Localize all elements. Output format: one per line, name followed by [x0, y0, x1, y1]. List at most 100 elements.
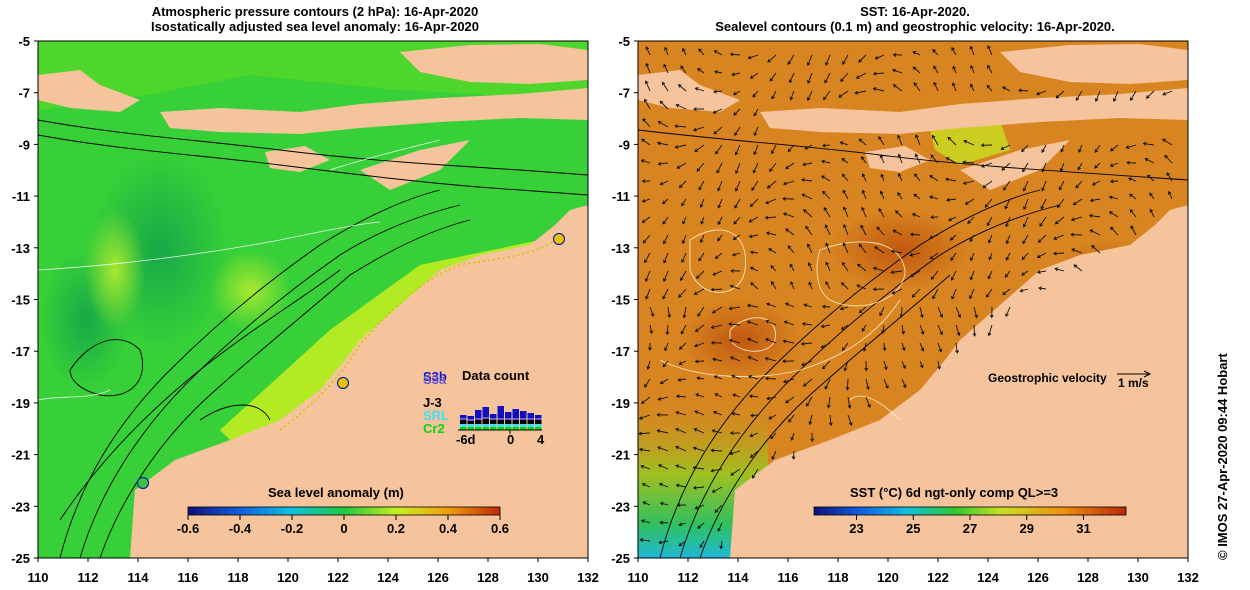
velocity-arrow: [973, 306, 978, 318]
velocity-arrowhead: [897, 134, 901, 139]
velocity-arrowhead: [732, 236, 737, 240]
velocity-arrowhead: [930, 154, 935, 159]
velocity-arrow: [931, 270, 939, 280]
velocity-arrow: [657, 430, 669, 434]
velocity-arrow: [1166, 172, 1173, 182]
data-count-bar: [475, 424, 482, 427]
left-longitude-ticks: 110 112 114 116 118 120 122 124 126 128 130 132: [28, 558, 599, 585]
velocity-arrow: [771, 450, 777, 460]
sst-colorbar: SST (°C) 6d ngt-only comp QL>=3 23 25 27 29…: [813, 485, 1127, 536]
lon-tick-label: 122: [927, 570, 949, 585]
data-count-bar: [460, 418, 467, 420]
velocity-arrow: [1071, 216, 1083, 221]
velocity-arrow: [919, 342, 924, 351]
velocity-arrow: [970, 65, 975, 74]
velocity-arrow: [1022, 234, 1029, 244]
velocity-arrow: [1041, 162, 1047, 172]
velocity-arrow: [676, 484, 687, 488]
velocity-arrowhead: [1021, 272, 1025, 276]
velocity-arrow: [804, 304, 813, 308]
timor-land: [960, 140, 1070, 190]
velocity-arrowhead: [988, 256, 993, 261]
data-count-inset: Data count S3b S3a J-3 SRL Cr2 -6d 0 4: [423, 368, 545, 447]
velocity-arrow: [807, 90, 813, 101]
velocity-arrowhead: [803, 383, 807, 387]
timor-land: [360, 140, 470, 190]
velocity-arrowhead: [700, 220, 704, 225]
velocity-arrow: [1059, 180, 1065, 190]
sst-colorbar-ramp: [813, 506, 1127, 516]
velocity-arrowhead: [970, 64, 974, 69]
velocity-arrowhead: [1021, 256, 1026, 261]
velocity-arrow: [679, 180, 687, 188]
velocity-arrow: [919, 324, 924, 335]
nusa-tenggara-land: [160, 88, 588, 134]
velocity-arrowhead: [749, 250, 754, 255]
velocity-arrowhead: [638, 416, 643, 420]
colorbar-tick-label: 0.2: [387, 521, 405, 536]
velocity-arrow: [898, 154, 903, 164]
left-title-line2: Isostatically adjusted sea level anomaly…: [150, 19, 480, 34]
velocity-arrowhead: [879, 190, 884, 195]
velocity-arrowhead: [696, 376, 701, 381]
velocity-arrow: [718, 198, 723, 209]
velocity-arrow: [1128, 177, 1137, 182]
velocity-arrow: [933, 82, 939, 92]
colorbar-tick-label: 0: [340, 521, 347, 536]
velocity-arrowhead: [659, 501, 664, 506]
lon-tick-label: 132: [1177, 570, 1199, 585]
velocity-arrowhead: [1060, 148, 1064, 153]
velocity-arrow: [875, 54, 885, 60]
velocity-arrow: [929, 234, 939, 239]
velocity-arrowhead: [914, 153, 919, 158]
velocity-arrowhead: [712, 357, 716, 362]
velocity-arrowhead: [879, 154, 884, 159]
velocity-arrowhead: [713, 50, 718, 54]
velocity-arrowhead: [766, 396, 770, 401]
velocity-arrow: [1055, 268, 1065, 272]
velocity-arrowhead: [692, 446, 697, 451]
velocity-arrowhead: [1072, 201, 1077, 206]
velocity-arrow: [732, 412, 741, 416]
velocity-arrowhead: [840, 282, 845, 286]
velocity-arrowhead: [640, 519, 645, 523]
velocity-arrowhead: [912, 66, 917, 71]
velocity-arrowhead: [963, 139, 968, 144]
velocity-arrow: [675, 446, 687, 452]
velocity-arrow: [1143, 143, 1155, 146]
lon-tick-label: 112: [678, 570, 699, 585]
velocity-arrow: [855, 90, 867, 94]
data-count-bar: [490, 427, 497, 430]
velocity-arrow: [783, 212, 795, 218]
velocity-arrowhead: [682, 47, 686, 52]
velocity-arrow: [947, 137, 957, 146]
velocity-arrowhead: [1036, 254, 1041, 259]
velocity-arrowhead: [1162, 138, 1166, 143]
colorbar-tick-label: -0.6: [177, 521, 199, 536]
velocity-arrow: [882, 324, 885, 334]
velocity-arrow: [1023, 180, 1029, 192]
velocity-arrow: [1078, 144, 1083, 153]
velocity-arrow: [841, 282, 849, 290]
velocity-arrowhead: [920, 347, 925, 352]
velocity-arrowhead: [933, 81, 937, 86]
velocity-arrow: [790, 90, 795, 100]
velocity-arrow: [678, 84, 687, 92]
velocity-arrowhead: [1144, 158, 1149, 162]
sla-colorbar-ticks: -0.6 -0.4 -0.2 0 0.2 0.4 0.6: [177, 515, 509, 536]
velocity-arrowhead: [785, 165, 789, 170]
velocity-arrow: [876, 226, 885, 236]
velocity-arrow: [682, 234, 687, 244]
velocity-arrowhead: [880, 173, 885, 178]
velocity-arrow: [766, 232, 777, 236]
velocity-arrow: [730, 468, 741, 476]
velocity-legend-arrowhead: [1143, 370, 1152, 378]
velocity-arrowhead: [858, 138, 863, 143]
velocity-arrowhead: [842, 189, 847, 194]
velocity-arrowhead: [987, 332, 992, 337]
velocity-arrow: [711, 324, 723, 329]
velocity-arrowhead: [676, 165, 681, 169]
velocity-arrowhead: [715, 150, 719, 155]
velocity-arrow: [970, 252, 975, 261]
velocity-arrowhead: [663, 259, 667, 264]
